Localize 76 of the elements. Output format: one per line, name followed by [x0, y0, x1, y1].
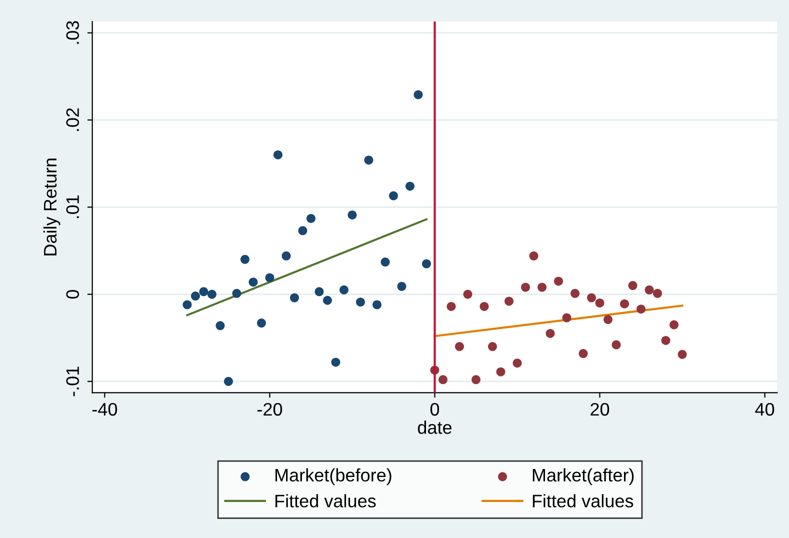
point	[587, 293, 596, 302]
point	[331, 358, 340, 367]
point	[438, 375, 448, 384]
point	[265, 273, 274, 282]
point	[380, 258, 390, 267]
x-tick-label: 20	[590, 402, 610, 416]
point	[397, 282, 406, 291]
point	[356, 298, 365, 307]
point	[678, 350, 687, 359]
point	[290, 293, 299, 302]
x-tick-label: -20	[257, 402, 282, 416]
legend-label: Fitted values	[275, 494, 376, 508]
point	[446, 302, 456, 311]
point	[190, 292, 200, 301]
point	[422, 259, 431, 268]
y-tick-label: -.01	[66, 366, 80, 396]
y-tick-label: .01	[66, 195, 80, 218]
x-tick-label: 40	[755, 402, 774, 416]
point	[620, 299, 630, 308]
point	[364, 156, 374, 165]
point	[322, 296, 332, 305]
point	[612, 340, 621, 350]
point	[405, 182, 414, 191]
point	[240, 254, 250, 264]
y-tick-label: .03	[66, 21, 80, 44]
point	[248, 278, 258, 287]
point	[604, 315, 613, 324]
point	[562, 313, 572, 322]
point	[570, 288, 580, 298]
point	[224, 376, 233, 386]
point	[232, 288, 242, 298]
point	[546, 328, 555, 338]
point	[653, 288, 662, 298]
point	[273, 150, 282, 160]
point	[504, 296, 514, 306]
point	[348, 210, 357, 220]
point	[644, 285, 654, 294]
y-tick-label: .02	[66, 108, 80, 131]
point	[636, 304, 646, 314]
point	[314, 287, 324, 296]
point	[182, 300, 192, 310]
point	[529, 251, 538, 260]
point	[521, 282, 530, 292]
point	[388, 191, 398, 200]
point	[538, 282, 547, 292]
y-tick-label: 0	[66, 290, 80, 299]
x-tick-label: 0	[430, 402, 440, 416]
point	[339, 285, 348, 294]
point	[454, 342, 464, 352]
x-tick-label: -40	[92, 402, 118, 416]
point	[661, 336, 670, 345]
point	[216, 321, 225, 330]
point	[554, 276, 564, 286]
legend-label: Market(after)	[532, 468, 634, 486]
point	[372, 300, 382, 310]
point	[199, 287, 208, 296]
point	[414, 90, 423, 100]
point	[628, 281, 638, 290]
legend-label: Fitted values	[532, 494, 634, 508]
point	[512, 358, 522, 368]
point	[471, 375, 480, 384]
point	[578, 349, 588, 358]
point	[595, 298, 604, 308]
point	[298, 226, 308, 236]
point	[488, 342, 497, 352]
point	[207, 290, 216, 299]
point	[496, 367, 506, 376]
point	[463, 290, 472, 299]
point	[480, 302, 489, 311]
y-axis-title: Daily Return	[43, 158, 60, 256]
legend-label: Market(before)	[275, 468, 392, 486]
point	[306, 214, 316, 223]
point	[670, 320, 679, 330]
point	[282, 251, 291, 260]
x-axis-title: date	[418, 420, 452, 434]
point	[256, 318, 266, 328]
